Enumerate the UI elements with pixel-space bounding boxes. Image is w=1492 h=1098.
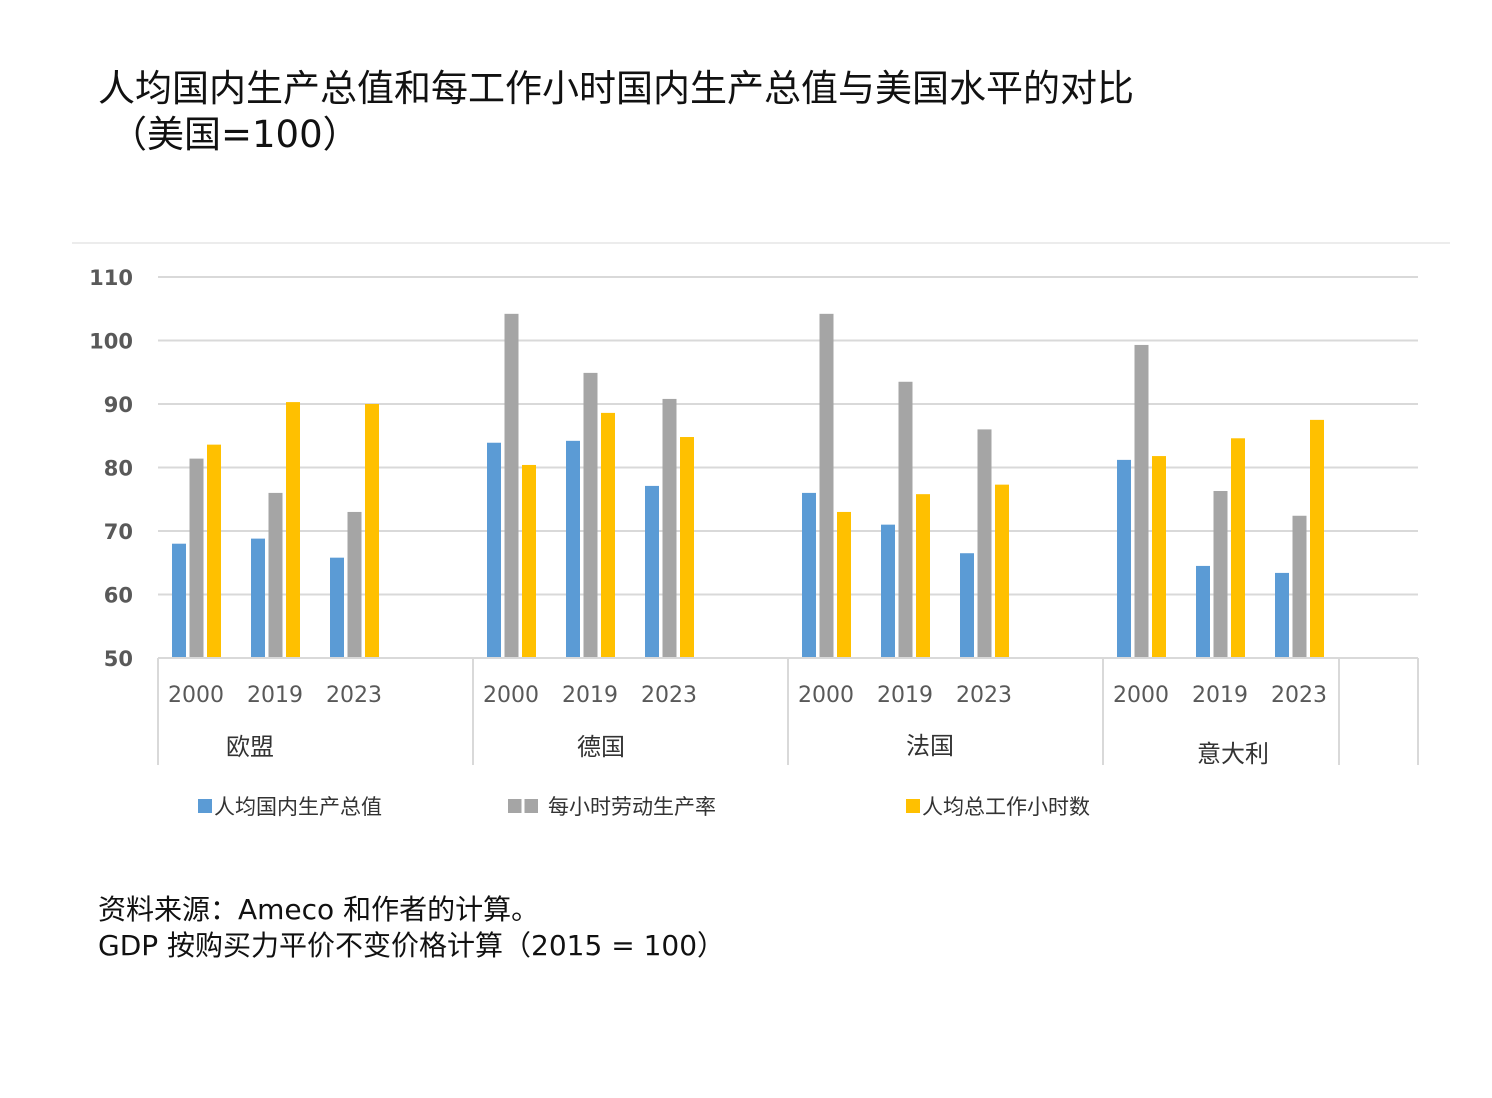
x-tick-label-year: 2000	[168, 683, 224, 708]
bar-labor-productivity-0-2023	[347, 511, 362, 658]
bar-gdp-per-capita-2-2000	[802, 492, 816, 658]
legend-swatch-yellow	[906, 799, 920, 813]
chart-title-line1: 人均国内生产总值和每工作小时国内生产总值与美国水平的对比	[98, 67, 1134, 110]
source-line1: 资料来源：Ameco 和作者的计算。	[98, 893, 540, 926]
legend-swatch-gray	[508, 799, 538, 813]
x-group-label: 法国	[906, 732, 954, 760]
y-tick-label: 60	[104, 584, 133, 608]
bar-labor-productivity-1-2023	[662, 398, 677, 658]
x-group-label: 德国	[577, 733, 625, 761]
source-line2: GDP 按购买力平价不变价格计算（2015 = 100）	[98, 929, 726, 962]
bar-hours-worked-2-2023	[995, 484, 1009, 658]
legend-item-labor-productivity: 每小时劳动生产率	[508, 791, 716, 821]
x-tick-label-year: 2023	[641, 683, 697, 708]
legend-item-hours-worked: 人均总工作小时数	[906, 791, 1090, 821]
y-tick-label: 80	[104, 457, 133, 481]
bar-labor-productivity-2-2023	[977, 429, 992, 658]
x-group-label: 欧盟	[226, 733, 274, 761]
bar-labor-productivity-3-2019	[1213, 490, 1228, 658]
y-tick-label: 90	[104, 393, 133, 417]
chart-title-line2: （美国=100）	[110, 113, 360, 156]
bar-gdp-per-capita-1-2000	[487, 442, 501, 658]
x-group-label: 意大利	[1197, 740, 1269, 768]
chart-top-border	[72, 242, 1450, 244]
bar-labor-productivity-0-2000	[189, 458, 204, 658]
bar-gdp-per-capita-0-2023	[330, 557, 344, 658]
bar-labor-productivity-1-2019	[583, 372, 598, 658]
bar-hours-worked-3-2019	[1231, 438, 1245, 658]
x-tick-label-year: 2019	[877, 683, 933, 708]
legend-item-gdp-per-capita: 人均国内生产总值	[198, 791, 382, 821]
bar-labor-productivity-3-2023	[1292, 515, 1307, 658]
bar-gdp-per-capita-1-2019	[566, 440, 580, 658]
gridlines	[158, 276, 1418, 659]
legend-label: 人均总工作小时数	[922, 795, 1090, 819]
x-tick-label-year: 2000	[483, 683, 539, 708]
x-tick-label-year: 2023	[1271, 683, 1327, 708]
y-axis-ticks: 50 60 70 80 90 100 110	[89, 266, 133, 671]
x-tick-label-year: 2023	[956, 683, 1012, 708]
bar-gdp-per-capita-0-2000	[172, 543, 186, 658]
bar-hours-worked-1-2000	[522, 464, 536, 658]
bars	[172, 313, 1324, 658]
bar-gdp-per-capita-2-2023	[960, 553, 974, 658]
bar-hours-worked-2-2000	[837, 511, 851, 658]
bar-gdp-per-capita-3-2000	[1117, 459, 1131, 658]
x-tick-label-year: 2023	[326, 683, 382, 708]
x-tick-label-year: 2019	[247, 683, 303, 708]
bar-hours-worked-0-2000	[207, 444, 221, 658]
y-tick-label: 50	[104, 647, 133, 671]
source-note: 资料来源：Ameco 和作者的计算。 GDP 按购买力平价不变价格计算（2015…	[98, 892, 725, 964]
legend-label: 人均国内生产总值	[214, 795, 382, 819]
bar-labor-productivity-1-2000	[504, 313, 519, 658]
bar-labor-productivity-3-2000	[1134, 344, 1149, 658]
bar-hours-worked-0-2023	[365, 404, 379, 658]
bar-gdp-per-capita-3-2019	[1196, 565, 1210, 658]
bar-labor-productivity-2-2000	[819, 313, 834, 658]
bar-hours-worked-2-2019	[916, 494, 930, 658]
legend-label: 每小时劳动生产率	[548, 795, 716, 819]
bar-labor-productivity-0-2019	[268, 492, 283, 658]
bar-hours-worked-0-2019	[286, 402, 300, 658]
bar-gdp-per-capita-3-2023	[1275, 572, 1289, 658]
legend-swatch-blue	[198, 799, 212, 813]
y-tick-label: 100	[89, 330, 133, 354]
bar-hours-worked-1-2019	[601, 412, 615, 658]
bar-gdp-per-capita-0-2019	[251, 538, 265, 658]
x-tick-label-year: 2000	[1113, 683, 1169, 708]
x-tick-label-year: 2019	[1192, 683, 1248, 708]
legend: 人均国内生产总值 每小时劳动生产率 人均总工作小时数	[0, 791, 1492, 821]
bar-hours-worked-3-2000	[1152, 456, 1166, 658]
bar-hours-worked-1-2023	[680, 437, 694, 658]
x-tick-label-year: 2000	[798, 683, 854, 708]
bar-gdp-per-capita-2-2019	[881, 524, 895, 658]
y-tick-label: 70	[104, 520, 133, 544]
chart-title: 人均国内生产总值和每工作小时国内生产总值与美国水平的对比 （美国=100）	[98, 66, 1134, 158]
bar-hours-worked-3-2023	[1310, 419, 1324, 658]
y-tick-label: 110	[89, 266, 133, 290]
x-tick-label-year: 2019	[562, 683, 618, 708]
bar-gdp-per-capita-1-2023	[645, 485, 659, 658]
bar-labor-productivity-2-2019	[898, 381, 913, 658]
